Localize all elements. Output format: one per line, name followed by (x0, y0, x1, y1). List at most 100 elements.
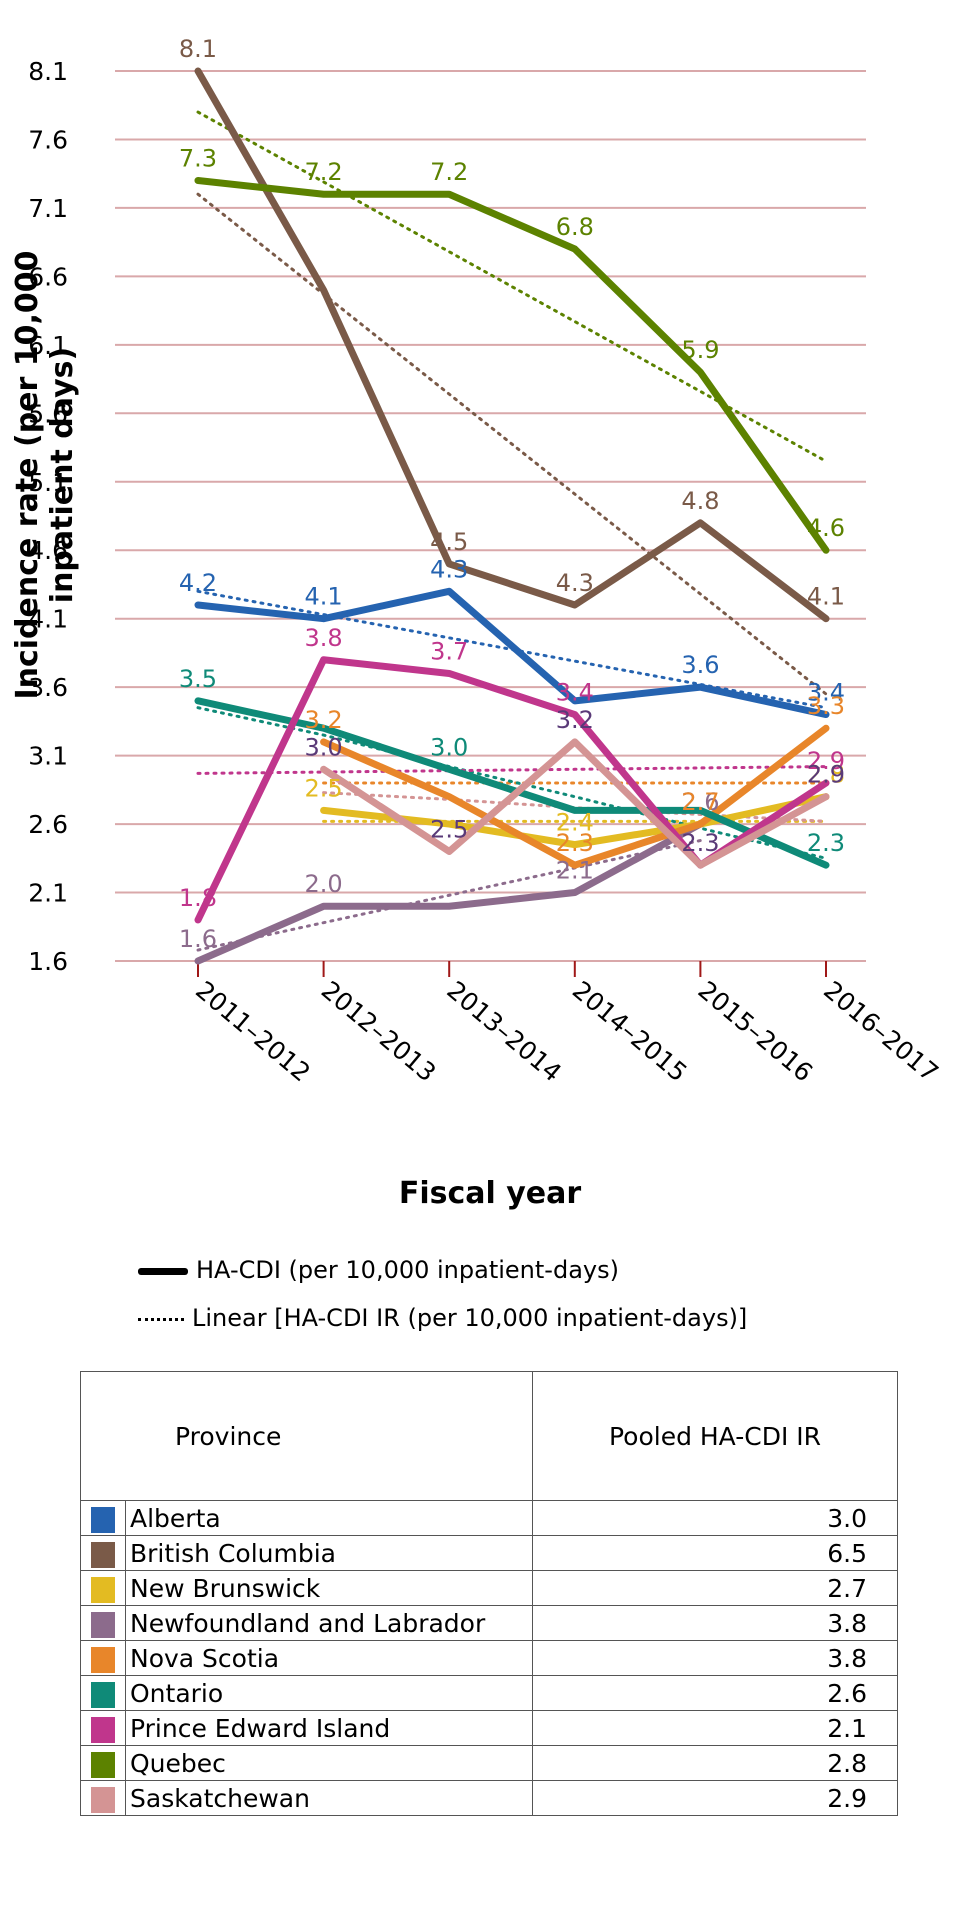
data-label: 4.6 (807, 514, 845, 542)
data-label: 2.4 (556, 809, 594, 837)
y-tick-label: 3.1 (28, 742, 68, 771)
x-tick-label: 2015–2016 (693, 975, 819, 1087)
y-tick-label: 4.1 (28, 605, 68, 634)
data-label: 4.1 (305, 583, 343, 611)
data-label: 2.9 (807, 747, 845, 775)
color-swatch (91, 1681, 115, 1708)
x-tick-label: 2012–2013 (316, 975, 442, 1087)
data-label: 1.8 (179, 884, 217, 912)
color-swatch (91, 1646, 115, 1673)
color-swatch (91, 1716, 115, 1743)
data-label: 5.9 (681, 336, 719, 364)
x-tick-label: 2013–2014 (441, 975, 567, 1087)
swatch-cell (80, 1500, 126, 1536)
data-label: 4.5 (430, 528, 468, 556)
series-line-new-brunswick (320, 793, 830, 849)
x-tick-label: 2011–2012 (190, 975, 316, 1087)
y-tick-label: 5.6 (28, 399, 68, 428)
series-line-british-columbia (194, 67, 830, 623)
data-label: 2.0 (305, 870, 343, 898)
x-tick-label: 2016–2017 (818, 975, 944, 1087)
data-label: 3.0 (305, 733, 343, 761)
pooled-ir-value: 2.8 (532, 1745, 898, 1781)
x-tick-label: 2014–2015 (567, 975, 693, 1087)
table-row: Alberta 3.0 (80, 1500, 898, 1536)
pooled-rate-table: Province Pooled HA-CDI IR Alberta 3.0 Brit… (80, 1371, 898, 1816)
color-swatch (91, 1576, 115, 1603)
data-label: 2.6 (681, 788, 719, 816)
swatch-cell (80, 1605, 126, 1641)
trendline-quebec (196, 110, 828, 463)
data-label: 2.3 (807, 829, 845, 857)
color-swatch (91, 1541, 115, 1568)
data-label: 3.3 (807, 692, 845, 720)
province-name: Newfoundland and Labrador (125, 1605, 533, 1641)
trendline-prince-edward-island (196, 765, 828, 775)
swatch-cell (80, 1570, 126, 1606)
data-label: 4.1 (807, 583, 845, 611)
series-line-ontario (194, 697, 830, 869)
data-label: 4.3 (430, 555, 468, 583)
color-swatch (91, 1786, 115, 1813)
data-label: 4.2 (179, 569, 217, 597)
province-name: Prince Edward Island (125, 1710, 533, 1746)
legend-dotted-label: Linear [HA-CDI IR (per 10,000 inpatient-… (192, 1304, 748, 1332)
pooled-ir-value: 3.8 (532, 1640, 898, 1676)
table-row: British Columbia 6.5 (80, 1535, 898, 1571)
legend-solid-label: HA-CDI (per 10,000 inpatient-days) (196, 1256, 619, 1284)
swatch-cell (80, 1780, 126, 1816)
data-label: 3.0 (430, 733, 468, 761)
y-tick-label: 6.1 (28, 331, 68, 360)
y-tick-label: 3.6 (28, 673, 68, 702)
trendline-newfoundland-and-labrador (196, 839, 702, 952)
province-name: Ontario (125, 1675, 533, 1711)
header-province: Province (80, 1371, 533, 1501)
y-axis-title: Incidence rate (per 10,000 inpatient day… (10, 250, 80, 700)
table-header-row: Province Pooled HA-CDI IR (80, 1371, 898, 1501)
y-tick-label: 7.1 (28, 194, 68, 223)
data-label: 2.3 (556, 829, 594, 857)
table-row: Ontario 2.6 (80, 1675, 898, 1711)
data-label: 2.7 (681, 788, 719, 816)
table-row: New Brunswick 2.7 (80, 1570, 898, 1606)
data-label: 4.3 (556, 569, 594, 597)
color-swatch (91, 1751, 115, 1778)
pooled-ir-value: 2.9 (532, 1780, 898, 1816)
data-label: 2.5 (430, 815, 468, 843)
data-label: 1.6 (179, 925, 217, 953)
pooled-ir-value: 2.7 (532, 1570, 898, 1606)
data-label: 7.3 (179, 145, 217, 173)
data-label: 3.8 (305, 624, 343, 652)
pooled-ir-value: 6.5 (532, 1535, 898, 1571)
data-label: 2.9 (807, 761, 845, 789)
pooled-ir-value: 3.0 (532, 1500, 898, 1536)
data-label: 7.2 (430, 158, 468, 186)
data-label: 3.6 (681, 651, 719, 679)
data-label: 4.8 (681, 487, 719, 515)
table-row: Saskatchewan 2.9 (80, 1780, 898, 1816)
legend-dotted: Linear [HA-CDI IR (per 10,000 inpatient-… (138, 1304, 747, 1332)
table-row: Prince Edward Island 2.1 (80, 1710, 898, 1746)
x-axis-title: Fiscal year (398, 1176, 582, 1211)
data-label: 3.2 (305, 706, 343, 734)
swatch-cell (80, 1675, 126, 1711)
data-label: 3.4 (556, 679, 594, 707)
data-label: 6.8 (556, 213, 594, 241)
province-name: Quebec (125, 1745, 533, 1781)
y-tick-label: 6.6 (28, 262, 68, 291)
table-row: Newfoundland and Labrador 3.8 (80, 1605, 898, 1641)
y-tick-label: 4.6 (28, 536, 68, 565)
swatch-cell (80, 1710, 126, 1746)
y-tick-label: 7.6 (28, 125, 68, 154)
series-line-newfoundland-and-labrador (194, 820, 704, 965)
y-tick-label: 2.6 (28, 810, 68, 839)
trendline-british-columbia (196, 192, 828, 696)
series-line-nova-scotia (320, 724, 830, 869)
swatch-cell (80, 1640, 126, 1676)
series-line-saskatchewan (320, 738, 830, 869)
province-name: British Columbia (125, 1535, 533, 1571)
color-swatch (91, 1506, 115, 1533)
legend-solid: HA-CDI (per 10,000 inpatient-days) (138, 1256, 619, 1284)
data-label: 3.7 (430, 637, 468, 665)
province-name: Alberta (125, 1500, 533, 1536)
